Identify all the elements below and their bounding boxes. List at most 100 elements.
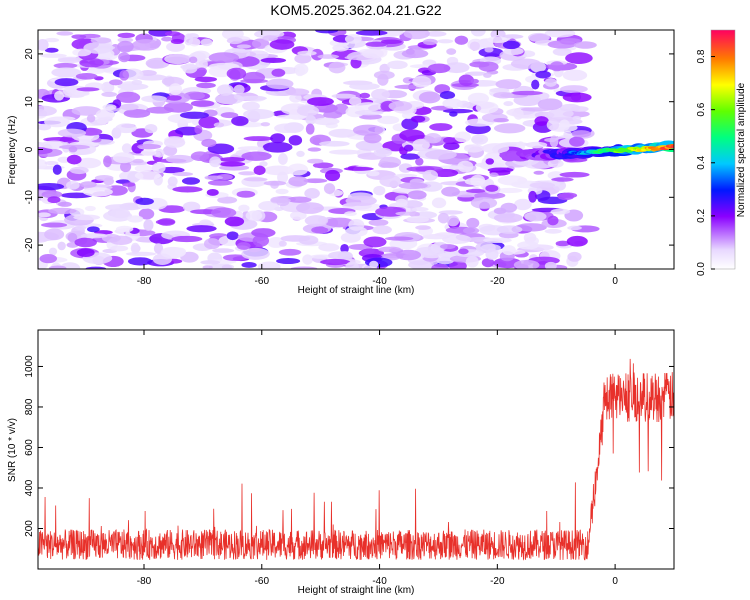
heatmap-cell xyxy=(117,37,134,43)
heatmap-cell xyxy=(233,84,245,95)
heatmap-cell xyxy=(115,225,134,233)
heatmap-cell xyxy=(395,211,416,216)
heatmap-cell xyxy=(377,73,389,86)
heatmap-cell xyxy=(74,91,90,97)
colorbar-tick-label: 0.6 xyxy=(696,102,707,116)
heatmap-cell xyxy=(236,242,251,250)
heatmap-cell xyxy=(537,98,563,111)
heatmap-cell xyxy=(483,72,492,78)
heatmap-cell xyxy=(208,62,240,71)
heatmap-cell xyxy=(75,157,102,169)
heatmap-cell xyxy=(510,58,542,69)
heatmap-cell xyxy=(349,82,380,90)
heatmap-cell xyxy=(243,177,268,182)
colorbar xyxy=(710,29,736,270)
heatmap-cell xyxy=(367,170,380,177)
heatmap-cell xyxy=(237,146,265,151)
heatmap-cell xyxy=(110,208,131,219)
heatmap-cell xyxy=(165,154,194,164)
heatmap-cell xyxy=(567,251,582,262)
heatmap-cell xyxy=(162,145,178,156)
heatmap-cell xyxy=(207,179,233,186)
heatmap-cell xyxy=(38,38,49,51)
heatmap-cell xyxy=(446,48,457,55)
heatmap-cell xyxy=(378,246,402,253)
heatmap-y-label: Frequency (Hz) xyxy=(7,116,18,185)
heatmap-cell xyxy=(565,52,593,64)
heatmap-cell xyxy=(220,112,239,119)
heatmap-cell xyxy=(560,38,581,44)
heatmap-cell xyxy=(371,88,390,101)
heatmap-cell xyxy=(186,225,217,233)
heatmap-cell xyxy=(236,190,256,198)
heatmap-cell xyxy=(297,50,317,56)
heatmap-cell xyxy=(39,253,58,264)
heatmap-cell xyxy=(373,147,393,157)
heatmap-y-tick-label: 10 xyxy=(24,96,35,108)
heatmap-cell xyxy=(74,225,87,231)
heatmap-cell xyxy=(172,186,203,193)
heatmap-cell xyxy=(544,77,557,87)
heatmap-cell xyxy=(47,196,61,204)
heatmap-cell xyxy=(483,237,512,244)
heatmap-cell xyxy=(101,81,115,93)
heatmap-cell xyxy=(362,49,384,59)
heatmap-cell xyxy=(441,186,460,197)
heatmap-cell xyxy=(287,163,309,176)
heatmap-cell xyxy=(557,193,575,201)
heatmap-cell xyxy=(572,115,582,121)
heatmap-cell xyxy=(132,158,144,164)
heatmap-cell xyxy=(566,235,588,247)
heatmap-cell xyxy=(415,157,424,166)
snr-frame xyxy=(37,329,675,570)
heatmap-cell xyxy=(103,155,112,168)
snr-y-tick-label: 1000 xyxy=(24,355,35,378)
heatmap-cell xyxy=(161,76,185,87)
heatmap-cell xyxy=(495,79,522,90)
heatmap-cell xyxy=(184,33,194,46)
heatmap-cell xyxy=(96,117,109,125)
heatmap-cell xyxy=(439,243,456,250)
heatmap-cell xyxy=(402,77,414,84)
heatmap-cell xyxy=(511,90,543,96)
heatmap-cell xyxy=(275,188,289,195)
heatmap-cell xyxy=(409,64,433,69)
heatmap-cell xyxy=(503,101,514,107)
heatmap-cell xyxy=(170,38,184,45)
heatmap-cell xyxy=(305,115,317,125)
heatmap-cell xyxy=(362,248,375,254)
heatmap-cell xyxy=(66,154,82,165)
heatmap-cell xyxy=(365,41,388,47)
heatmap-cell xyxy=(547,215,559,226)
heatmap-cell xyxy=(132,39,161,51)
heatmap-cell xyxy=(502,34,524,39)
heatmap-cell xyxy=(194,76,218,83)
heatmap-cell xyxy=(226,37,244,45)
heatmap-y-tick-label: -10 xyxy=(24,190,35,205)
heatmap-cell xyxy=(67,232,78,243)
heatmap-cell xyxy=(399,129,425,142)
heatmap-cell xyxy=(446,215,460,227)
heatmap-cell xyxy=(200,260,221,265)
heatmap-cell xyxy=(130,242,140,255)
heatmap-cell xyxy=(262,141,293,153)
heatmap-cell xyxy=(313,117,340,126)
heatmap-cell xyxy=(415,225,431,230)
heatmap-cell xyxy=(436,256,454,265)
heatmap-cell xyxy=(523,232,537,243)
colorbar-tick-label: 0.2 xyxy=(696,209,707,223)
heatmap-cell xyxy=(379,175,402,188)
heatmap-cell xyxy=(544,228,562,234)
heatmap-cell xyxy=(304,188,320,199)
heatmap-cell xyxy=(410,115,426,123)
heatmap-cell xyxy=(298,235,319,245)
heatmap-cell xyxy=(354,109,384,116)
heatmap-cell xyxy=(53,62,78,69)
heatmap-cell xyxy=(470,78,479,84)
heatmap-cell xyxy=(79,181,97,188)
heatmap-cell xyxy=(318,243,340,252)
heatmap-cell xyxy=(305,123,315,135)
heatmap-cell xyxy=(238,204,250,212)
heatmap-cell xyxy=(401,49,429,59)
heatmap-cell xyxy=(196,82,216,89)
